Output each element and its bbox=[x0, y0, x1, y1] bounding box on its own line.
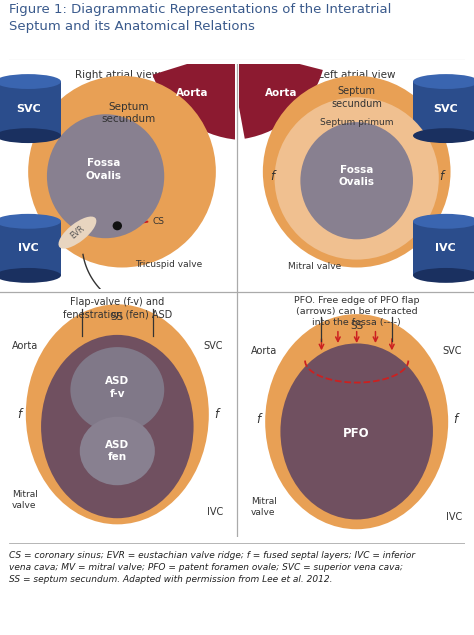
Text: IVC: IVC bbox=[436, 243, 456, 253]
Ellipse shape bbox=[0, 268, 61, 283]
Ellipse shape bbox=[413, 128, 474, 143]
Ellipse shape bbox=[47, 114, 164, 238]
Ellipse shape bbox=[274, 97, 439, 260]
Text: Right atrial view: Right atrial view bbox=[75, 70, 160, 80]
Text: CS: CS bbox=[153, 217, 164, 226]
Wedge shape bbox=[153, 46, 246, 140]
Ellipse shape bbox=[0, 214, 61, 229]
Text: SVC: SVC bbox=[16, 104, 41, 114]
Ellipse shape bbox=[263, 76, 450, 267]
Text: Figure 1: Diagrammatic Representations of the Interatrial
Septum and its Anatomi: Figure 1: Diagrammatic Representations o… bbox=[9, 3, 392, 32]
Ellipse shape bbox=[281, 344, 433, 519]
Bar bbox=[413, 221, 474, 276]
Text: f: f bbox=[439, 170, 443, 183]
Ellipse shape bbox=[70, 347, 164, 432]
Text: SS: SS bbox=[350, 321, 363, 331]
Wedge shape bbox=[228, 46, 323, 138]
Text: Tricuspid valve: Tricuspid valve bbox=[135, 260, 202, 269]
Text: SVC: SVC bbox=[203, 341, 223, 351]
Text: PFO. Free edge of PFO flap
(arrows) can be retracted
into the fossa (----): PFO. Free edge of PFO flap (arrows) can … bbox=[294, 296, 419, 327]
Text: CS = coronary sinus; EVR = eustachian valve ridge; f = fused septal layers; IVC : CS = coronary sinus; EVR = eustachian va… bbox=[9, 551, 416, 584]
Ellipse shape bbox=[413, 268, 474, 283]
Text: Septum primum: Septum primum bbox=[320, 117, 393, 126]
Ellipse shape bbox=[28, 76, 216, 267]
Ellipse shape bbox=[413, 214, 474, 229]
Ellipse shape bbox=[0, 74, 61, 89]
Text: EVR: EVR bbox=[69, 224, 86, 241]
Text: SS: SS bbox=[111, 312, 124, 321]
Text: Aorta: Aorta bbox=[251, 346, 277, 356]
Text: SVC: SVC bbox=[433, 104, 458, 114]
Text: Fossa
Ovalis: Fossa Ovalis bbox=[339, 165, 374, 187]
Text: Fossa
Ovalis: Fossa Ovalis bbox=[85, 158, 121, 180]
Text: Mitral
valve: Mitral valve bbox=[251, 497, 277, 518]
Text: Mitral
valve: Mitral valve bbox=[12, 490, 37, 510]
Text: PFO: PFO bbox=[343, 427, 370, 441]
Text: f: f bbox=[214, 408, 218, 421]
Text: IVC: IVC bbox=[18, 243, 38, 253]
Bar bbox=[0, 221, 61, 276]
Text: Mitral valve: Mitral valve bbox=[288, 262, 341, 271]
Text: f: f bbox=[17, 408, 21, 421]
Bar bbox=[0, 81, 61, 136]
Text: ASD
fen: ASD fen bbox=[105, 440, 129, 462]
Ellipse shape bbox=[58, 217, 96, 249]
Ellipse shape bbox=[26, 304, 209, 525]
Text: IVC: IVC bbox=[446, 512, 462, 522]
Text: Aorta: Aorta bbox=[265, 88, 298, 98]
Text: Septum
secundum: Septum secundum bbox=[102, 102, 156, 124]
Ellipse shape bbox=[265, 314, 448, 529]
Text: IVC: IVC bbox=[207, 507, 223, 517]
Ellipse shape bbox=[0, 128, 61, 143]
Text: f: f bbox=[270, 170, 274, 183]
Text: Aorta: Aorta bbox=[12, 341, 38, 351]
Ellipse shape bbox=[413, 74, 474, 89]
Bar bbox=[413, 81, 474, 136]
Text: Left atrial view: Left atrial view bbox=[318, 70, 395, 80]
Circle shape bbox=[113, 221, 122, 231]
Text: f: f bbox=[453, 413, 457, 425]
Text: SVC: SVC bbox=[443, 346, 462, 356]
Text: Septum
secundum: Septum secundum bbox=[331, 86, 382, 109]
Ellipse shape bbox=[80, 417, 155, 485]
Ellipse shape bbox=[301, 122, 413, 239]
Text: Aorta: Aorta bbox=[176, 88, 209, 98]
Text: Flap-valve (f-v) and
fenestration (fen) ASD: Flap-valve (f-v) and fenestration (fen) … bbox=[63, 297, 172, 319]
Ellipse shape bbox=[41, 335, 193, 518]
Text: ASD
f-v: ASD f-v bbox=[105, 377, 129, 399]
Text: f: f bbox=[256, 413, 260, 425]
